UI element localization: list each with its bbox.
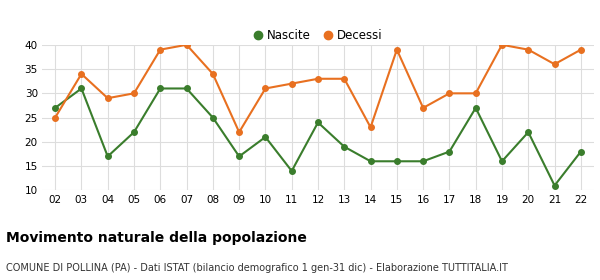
- Text: Movimento naturale della popolazione: Movimento naturale della popolazione: [6, 231, 307, 245]
- Text: COMUNE DI POLLINA (PA) - Dati ISTAT (bilancio demografico 1 gen-31 dic) - Elabor: COMUNE DI POLLINA (PA) - Dati ISTAT (bil…: [6, 263, 508, 273]
- Legend: Nascite, Decessi: Nascite, Decessi: [248, 24, 388, 47]
